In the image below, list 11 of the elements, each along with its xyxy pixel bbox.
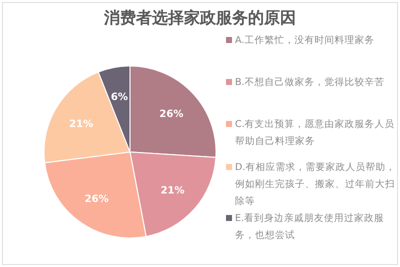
- legend-label: A.工作繁忙，没有时间料理家务: [235, 35, 374, 46]
- data-label: 26%: [159, 109, 184, 120]
- data-label: 6%: [110, 92, 128, 104]
- data-label: 21%: [69, 119, 94, 130]
- legend-label: D.有相应需求，需要家政人员帮助，例如刚生完孩子、搬家、过年前大扫除等: [235, 162, 396, 207]
- data-label: 26%: [84, 194, 109, 205]
- legend-label: C.有支出预算，愿意由家政服务人员帮助自己料理家务: [235, 119, 395, 147]
- data-label: 21%: [160, 186, 185, 197]
- chart-title: 消费者选择家政服务的原因: [103, 8, 297, 29]
- legend-label: E.看到身边亲戚朋友使用过家政服务，也想尝试: [235, 213, 384, 241]
- legend-label: B.不想自己做家务，觉得比较辛苦: [235, 77, 385, 88]
